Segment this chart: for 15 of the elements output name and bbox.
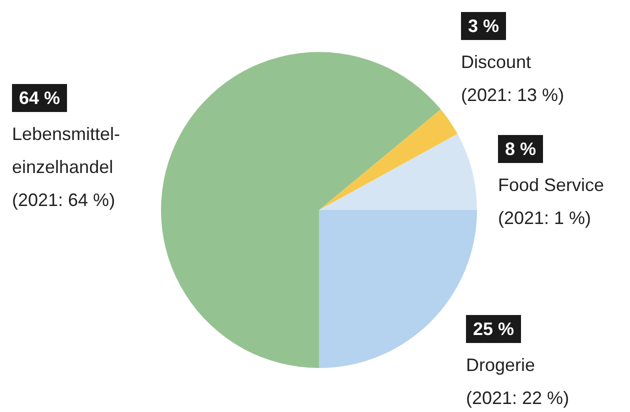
slice-label: Discount	[461, 51, 532, 74]
text: (2021: 13 %)	[461, 84, 564, 107]
slice-label: Lebensmittel- einzelhandel	[12, 123, 120, 179]
data-label: 3 %	[461, 12, 506, 40]
text: (2021: 22 %)	[466, 387, 570, 410]
text: (2021: 64 %)	[12, 189, 116, 212]
data-label: 25 %	[466, 315, 522, 343]
pie-slice	[319, 134, 477, 210]
text: (2021: 1 %)	[498, 207, 592, 230]
slice-label: Drogerie	[466, 354, 536, 377]
data-label: 64 %	[12, 84, 68, 112]
pie-slice	[161, 52, 441, 368]
slice-label: Food Service	[498, 174, 604, 197]
data-label: 8 %	[498, 135, 544, 163]
pie-slice	[319, 109, 458, 210]
